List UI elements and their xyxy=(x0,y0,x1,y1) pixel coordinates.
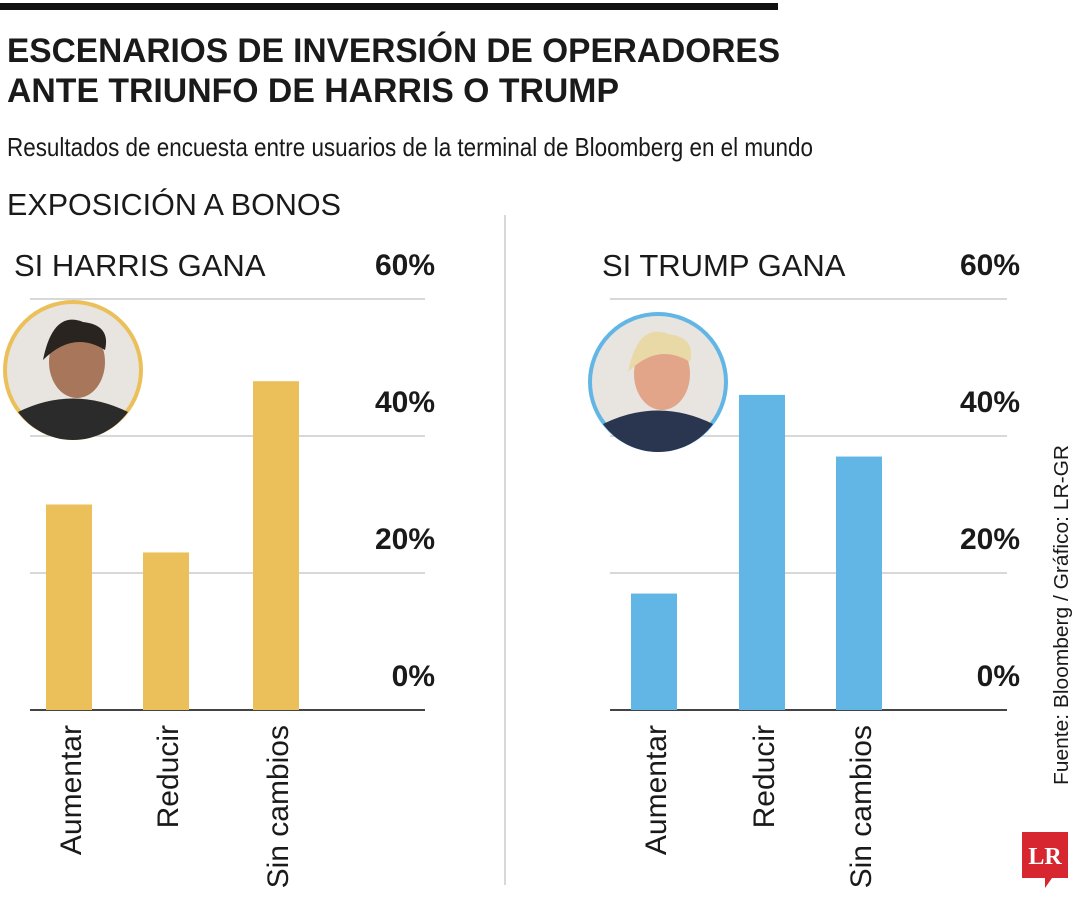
photo xyxy=(588,312,728,453)
x-tick-label: Aumentar xyxy=(55,725,88,855)
bar xyxy=(46,504,92,710)
x-tick-label: Reducir xyxy=(748,725,781,828)
chart-title: ESCENARIOS DE INVERSIÓN DE OPERADORES xyxy=(7,32,780,70)
y-tick-label: 60% xyxy=(375,249,435,282)
photo-hair xyxy=(43,319,107,360)
y-tick-label: 40% xyxy=(960,386,1020,419)
y-tick-label: 0% xyxy=(977,660,1020,693)
x-tick-label: Sin cambios xyxy=(845,725,878,888)
source: Fuente: Bloomberg / Gráfico: LR-GR xyxy=(1051,445,1073,785)
bar xyxy=(253,381,299,710)
logo-text: LR xyxy=(1028,844,1062,870)
chart-title: ANTE TRIUNFO DE HARRIS O TRUMP xyxy=(7,72,619,110)
x-tick-label: Sin cambios xyxy=(262,725,295,888)
section-title: EXPOSICIÓN A BONOS xyxy=(7,187,341,222)
logo-badge xyxy=(1022,832,1068,888)
y-tick-label: 20% xyxy=(375,523,435,556)
y-tick-label: 40% xyxy=(375,386,435,419)
y-tick-label: 60% xyxy=(960,249,1020,282)
y-tick-label: 0% xyxy=(392,660,435,693)
bar xyxy=(143,552,189,710)
subtitle: Resultados de encuesta entre usuarios de… xyxy=(7,132,813,162)
photo-body xyxy=(603,410,713,453)
bar xyxy=(739,394,785,710)
x-tick-label: Aumentar xyxy=(640,725,673,855)
photo-hair xyxy=(628,331,692,372)
x-tick-label: Reducir xyxy=(152,725,185,828)
y-tick-label: 20% xyxy=(960,523,1020,556)
bar xyxy=(836,456,882,710)
panel-title: SI HARRIS GANA xyxy=(14,248,266,283)
logo: LR xyxy=(1022,832,1068,888)
photo xyxy=(3,300,143,441)
top-rule xyxy=(0,3,778,10)
bar xyxy=(631,593,677,710)
photo-body xyxy=(18,398,128,441)
panel-title: SI TRUMP GANA xyxy=(602,248,846,283)
